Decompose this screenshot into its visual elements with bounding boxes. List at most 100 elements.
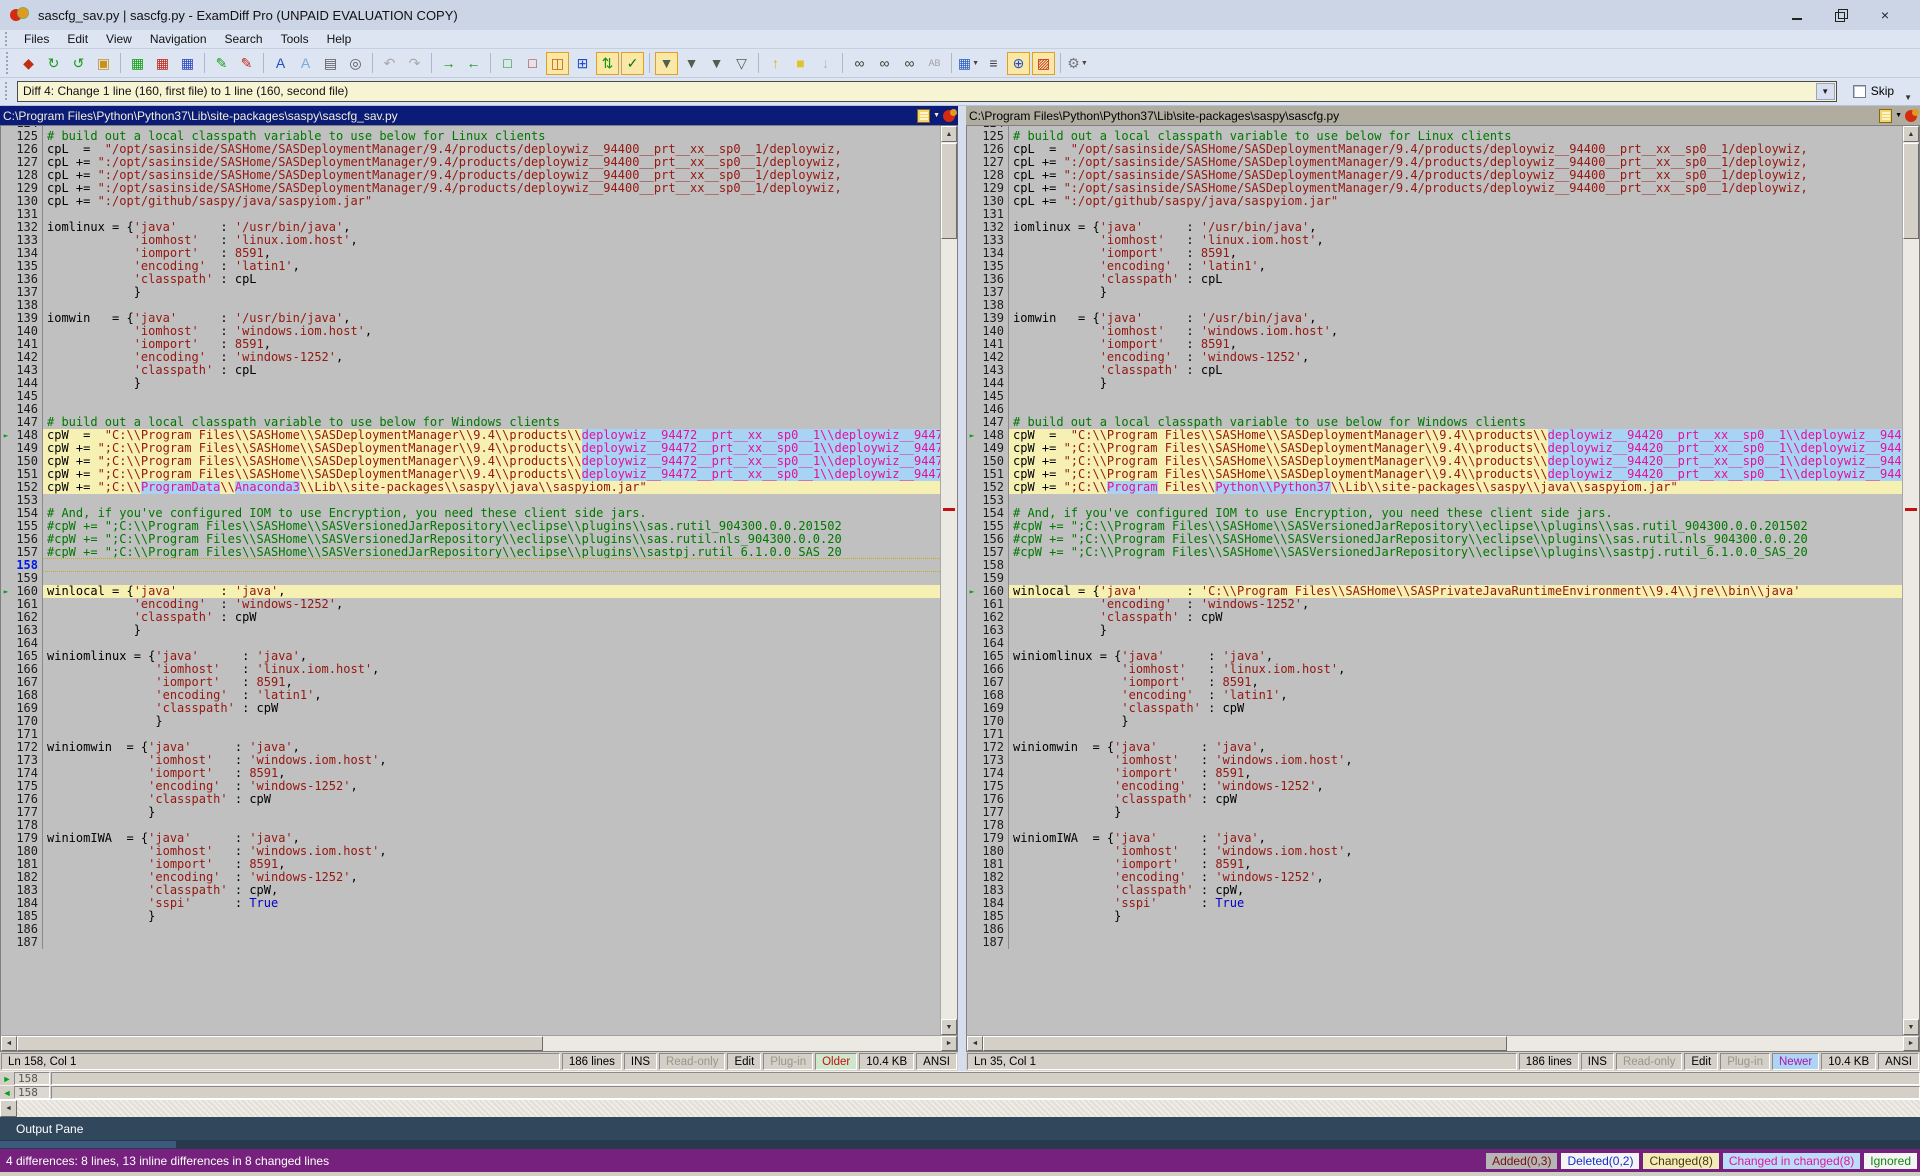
code-line[interactable]: 153 [967, 494, 1902, 507]
merge-scrollbar[interactable]: ◄ [0, 1099, 1920, 1117]
code-line[interactable]: 126cpL = "/opt/sasinside/SASHome/SASDepl… [1, 143, 940, 156]
code-line[interactable]: 180 'iomhost' : 'windows.iom.host', [967, 845, 1902, 858]
redo-icon[interactable]: ↷ [403, 52, 426, 75]
code-line[interactable]: 150cpW += ";C:\\Program Files\\SASHome\\… [967, 455, 1902, 468]
scroll-down-icon[interactable]: ▼ [941, 1019, 957, 1035]
code-line[interactable]: 145 [967, 390, 1902, 403]
code-line[interactable]: 168 'encoding' : 'latin1', [1, 689, 940, 702]
skip-checkbox[interactable] [1853, 85, 1866, 98]
code-line[interactable]: 180 'iomhost' : 'windows.iom.host', [1, 845, 940, 858]
output-tab[interactable] [0, 1141, 176, 1148]
code-line[interactable]: ►148cpW = "C:\\Program Files\\SASHome\\S… [1, 429, 940, 442]
toolbar-grip[interactable] [4, 52, 11, 74]
menu-tools[interactable]: Tools [272, 31, 318, 47]
code-line[interactable]: 140 'iomhost' : 'windows.iom.host', [967, 325, 1902, 338]
code-line[interactable]: 177 } [967, 806, 1902, 819]
scroll-down-icon[interactable]: ▼ [1903, 1019, 1919, 1035]
code-line[interactable]: 170 } [1, 715, 940, 728]
code-line[interactable]: 158 [1, 559, 940, 572]
code-line[interactable]: 157#cpW += ";C:\\Program Files\\SASHome\… [1, 546, 940, 559]
code-line[interactable]: 174 'iomport' : 8591, [1, 767, 940, 780]
code-line[interactable]: 147# build out a local classpath variabl… [1, 416, 940, 429]
code-line[interactable]: 179winiomIWA = {'java' : 'java', [1, 832, 940, 845]
code-line[interactable]: 134 'iomport' : 8591, [1, 247, 940, 260]
code-line[interactable]: 128cpL += ":/opt/sasinside/SASHome/SASDe… [967, 169, 1902, 182]
scroll-up-icon[interactable]: ▲ [1903, 126, 1919, 142]
code-line[interactable]: 176 'classpath' : cpW [1, 793, 940, 806]
first-diff-icon[interactable]: ↑ [764, 52, 787, 75]
code-line[interactable]: 173 'iomhost' : 'windows.iom.host', [1, 754, 940, 767]
code-line[interactable]: 151cpW += ";C:\\Program Files\\SASHome\\… [1, 468, 940, 481]
code-line[interactable]: 146 [967, 403, 1902, 416]
sync-scroll-icon[interactable]: ⇅ [596, 52, 619, 75]
find-prev-icon[interactable]: ∞ [898, 52, 921, 75]
code-line[interactable]: 173 'iomhost' : 'windows.iom.host', [967, 754, 1902, 767]
first-vertical-scrollbar[interactable]: ▲ ▼ [940, 126, 957, 1035]
code-line[interactable]: 167 'iomport' : 8591, [967, 676, 1902, 689]
code-line[interactable]: 162 'classpath' : cpW [967, 611, 1902, 624]
code-line[interactable]: 132iomlinux = {'java' : '/usr/bin/java', [967, 221, 1902, 234]
code-line[interactable]: 184 'sspi' : True [1, 897, 940, 910]
code-line[interactable]: 164 [1, 637, 940, 650]
code-line[interactable]: 161 'encoding' : 'windows-1252', [967, 598, 1902, 611]
code-line[interactable]: 182 'encoding' : 'windows-1252', [1, 871, 940, 884]
options-icon[interactable]: ⚙▼ [1066, 52, 1089, 75]
plugins-icon[interactable]: ⊕ [1007, 52, 1030, 75]
code-line[interactable]: 159 [1, 572, 940, 585]
find-next-icon[interactable]: ∞ [873, 52, 896, 75]
menu-grip[interactable] [3, 32, 10, 46]
code-line[interactable]: 176 'classpath' : cpW [967, 793, 1902, 806]
code-line[interactable]: 168 'encoding' : 'latin1', [967, 689, 1902, 702]
code-line[interactable]: 125# build out a local classpath variabl… [1, 130, 940, 143]
filter-all-icon[interactable]: ▼ [655, 52, 678, 75]
code-line[interactable]: 154# And, if you've configured IOM to us… [967, 507, 1902, 520]
code-line[interactable]: 133 'iomhost' : 'linux.iom.host', [967, 234, 1902, 247]
code-line[interactable]: 130cpL += ":/opt/github/saspy/java/saspy… [967, 195, 1902, 208]
code-line[interactable]: ►160winlocal = {'java' : 'java', [1, 585, 940, 598]
code-line[interactable]: 141 'iomport' : 8591, [967, 338, 1902, 351]
menu-edit[interactable]: Edit [58, 31, 97, 47]
code-line[interactable]: 183 'classpath' : cpW, [1, 884, 940, 897]
code-line[interactable]: 158 [967, 559, 1902, 572]
scroll-right-icon[interactable]: ► [941, 1036, 957, 1051]
output-pane-bar[interactable]: Output Pane [0, 1117, 1920, 1140]
scroll-thumb[interactable] [983, 1036, 1507, 1051]
code-line[interactable]: 130cpL += ":/opt/github/saspy/java/saspy… [1, 195, 940, 208]
preview-icon[interactable]: ◎ [344, 52, 367, 75]
code-line[interactable]: 185 } [967, 910, 1902, 923]
dropdown-caret-icon[interactable]: ▼ [933, 112, 940, 119]
merge-left-arrow-icon[interactable]: ◄ [0, 1086, 14, 1099]
edit-second-icon[interactable]: ✎ [235, 52, 258, 75]
code-line[interactable]: 166 'iomhost' : 'linux.iom.host', [1, 663, 940, 676]
code-line[interactable]: 178 [1, 819, 940, 832]
code-line[interactable]: 181 'iomport' : 8591, [1, 858, 940, 871]
code-line[interactable]: 132iomlinux = {'java' : '/usr/bin/java', [1, 221, 940, 234]
second-file-header[interactable]: C:\Program Files\Python\Python37\Lib\sit… [966, 106, 1920, 125]
code-line[interactable]: 163 } [1, 624, 940, 637]
code-line[interactable]: 129cpL += ":/opt/sasinside/SASHome/SASDe… [1, 182, 940, 195]
code-line[interactable]: 185 } [1, 910, 940, 923]
code-line[interactable]: 183 'classpath' : cpW, [967, 884, 1902, 897]
compare-app-icon[interactable] [1905, 110, 1917, 122]
filter-changed-icon[interactable]: ▼ [680, 52, 703, 75]
show-second-pane-icon[interactable]: □ [521, 52, 544, 75]
code-line[interactable]: 162 'classpath' : cpW [1, 611, 940, 624]
code-line[interactable]: 161 'encoding' : 'windows-1252', [1, 598, 940, 611]
code-line[interactable]: 175 'encoding' : 'windows-1252', [967, 780, 1902, 793]
code-line[interactable]: 140 'iomhost' : 'windows.iom.host', [1, 325, 940, 338]
code-line[interactable]: 138 [1, 299, 940, 312]
current-diff-combobox[interactable]: Diff 4: Change 1 line (160, first file) … [17, 81, 1837, 102]
first-file-header[interactable]: C:\Program Files\Python\Python37\Lib\sit… [0, 106, 958, 125]
code-line[interactable]: 179winiomIWA = {'java' : 'java', [967, 832, 1902, 845]
scroll-left-icon[interactable]: ◄ [967, 1036, 983, 1051]
code-line[interactable]: 127cpL += ":/opt/sasinside/SASHome/SASDe… [1, 156, 940, 169]
code-line[interactable]: 172winiomwin = {'java' : 'java', [967, 741, 1902, 754]
menu-view[interactable]: View [97, 31, 141, 47]
code-line[interactable]: 127cpL += ":/opt/sasinside/SASHome/SASDe… [967, 156, 1902, 169]
split-view-icon[interactable]: ◫ [546, 52, 569, 75]
diffbar-grip[interactable] [3, 82, 10, 100]
code-line[interactable]: 182 'encoding' : 'windows-1252', [967, 871, 1902, 884]
current-diff-icon[interactable]: ■ [789, 52, 812, 75]
code-line[interactable]: 167 'iomport' : 8591, [1, 676, 940, 689]
code-line[interactable]: 149cpW += ";C:\\Program Files\\SASHome\\… [1, 442, 940, 455]
